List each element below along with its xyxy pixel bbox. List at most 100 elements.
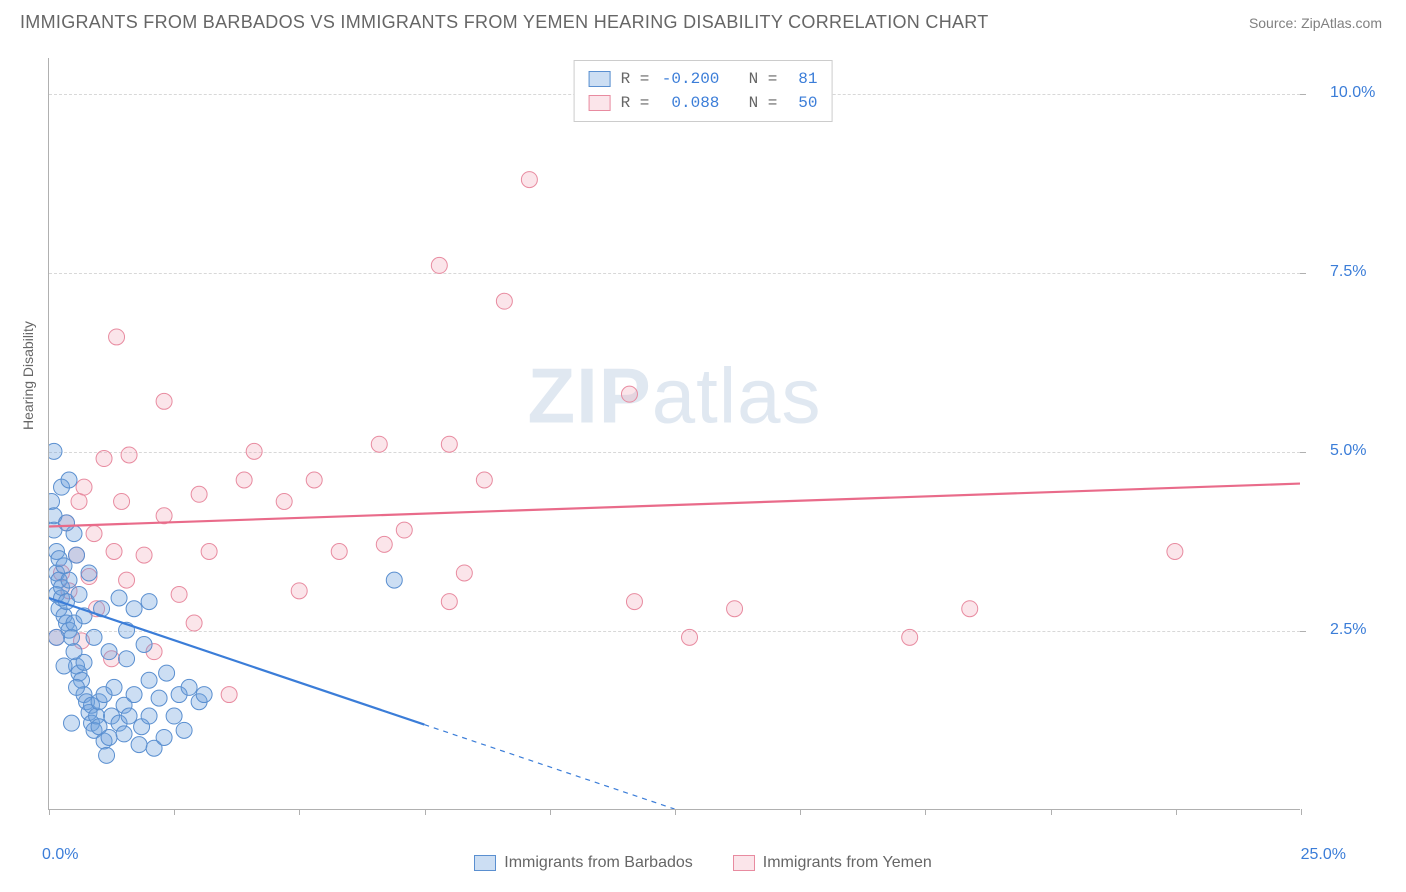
data-point [49,629,64,645]
legend-text: N = [729,67,777,91]
x-tick [1176,809,1177,815]
data-point [96,451,112,467]
data-point [64,629,80,645]
legend-label-barbados: Immigrants from Barbados [504,854,693,872]
data-point [71,493,87,509]
legend-label-yemen: Immigrants from Yemen [763,854,932,872]
data-point [166,708,182,724]
data-point [191,486,207,502]
y-axis-label-value: 2.5% [1330,621,1366,639]
data-point [99,747,115,763]
chart-plot-area: ZIPatlas [48,58,1300,810]
data-point [136,637,152,653]
y-tick [1300,273,1306,274]
data-point [86,629,102,645]
legend-n-value: 50 [787,91,817,115]
data-point [49,493,59,509]
legend-text: N = [729,91,777,115]
data-point [106,544,122,560]
data-point [201,544,217,560]
data-point [1167,544,1183,560]
legend-r-value: 0.088 [659,91,719,115]
data-point [626,594,642,610]
data-point [126,601,142,617]
x-tick [1051,809,1052,815]
x-tick [1301,809,1302,815]
data-point [131,737,147,753]
data-point [156,393,172,409]
data-point [81,565,97,581]
y-axis-label-value: 7.5% [1330,263,1366,281]
y-axis-label-value: 10.0% [1330,84,1375,102]
data-point [682,629,698,645]
legend-n-value: 81 [787,67,817,91]
data-point [101,644,117,660]
trend-line [49,484,1300,527]
y-tick [1300,452,1306,453]
data-point [119,651,135,667]
data-point [371,436,387,452]
data-point [962,601,978,617]
legend-text: R = [621,91,650,115]
data-point [181,679,197,695]
data-point [496,293,512,309]
data-point [727,601,743,617]
data-point [61,572,77,588]
data-point [121,708,137,724]
data-point [456,565,472,581]
data-point [69,679,85,695]
data-point [236,472,252,488]
data-point [476,472,492,488]
data-point [141,708,157,724]
data-point [441,594,457,610]
data-point [902,629,918,645]
legend-row: R = 0.088 N = 50 [589,91,818,115]
data-point [56,558,72,574]
data-point [141,594,157,610]
legend-item-yemen: Immigrants from Yemen [733,854,932,872]
data-point [114,493,130,509]
source-attribution: Source: ZipAtlas.com [1249,15,1382,31]
data-point [86,526,102,542]
x-tick [425,809,426,815]
x-tick [299,809,300,815]
data-point [176,722,192,738]
y-axis-label-value: 5.0% [1330,442,1366,460]
data-point [111,590,127,606]
data-point [151,690,167,706]
x-tick [49,809,50,815]
y-tick [1300,94,1306,95]
data-point [386,572,402,588]
data-point [246,443,262,459]
legend-item-barbados: Immigrants from Barbados [474,854,693,872]
data-point [331,544,347,560]
y-tick [1300,631,1306,632]
data-point [69,547,85,563]
data-point [621,386,637,402]
data-point [119,572,135,588]
data-point [441,436,457,452]
data-point [64,715,80,731]
x-tick [675,809,676,815]
legend-r-value: -0.200 [659,67,719,91]
data-point [196,687,212,703]
data-point [306,472,322,488]
swatch-barbados [474,855,496,871]
data-point [159,665,175,681]
data-point [291,583,307,599]
x-tick [925,809,926,815]
series-legend: Immigrants from Barbados Immigrants from… [0,854,1406,872]
legend-text: R = [621,67,650,91]
data-point [101,729,117,745]
swatch-yemen [733,855,755,871]
trend-line-extrap [424,725,674,809]
data-point [431,257,447,273]
data-point [521,172,537,188]
scatter-svg [49,58,1300,809]
data-point [126,687,142,703]
data-point [121,447,137,463]
x-tick [550,809,551,815]
data-point [171,586,187,602]
data-point [76,479,92,495]
data-point [156,729,172,745]
